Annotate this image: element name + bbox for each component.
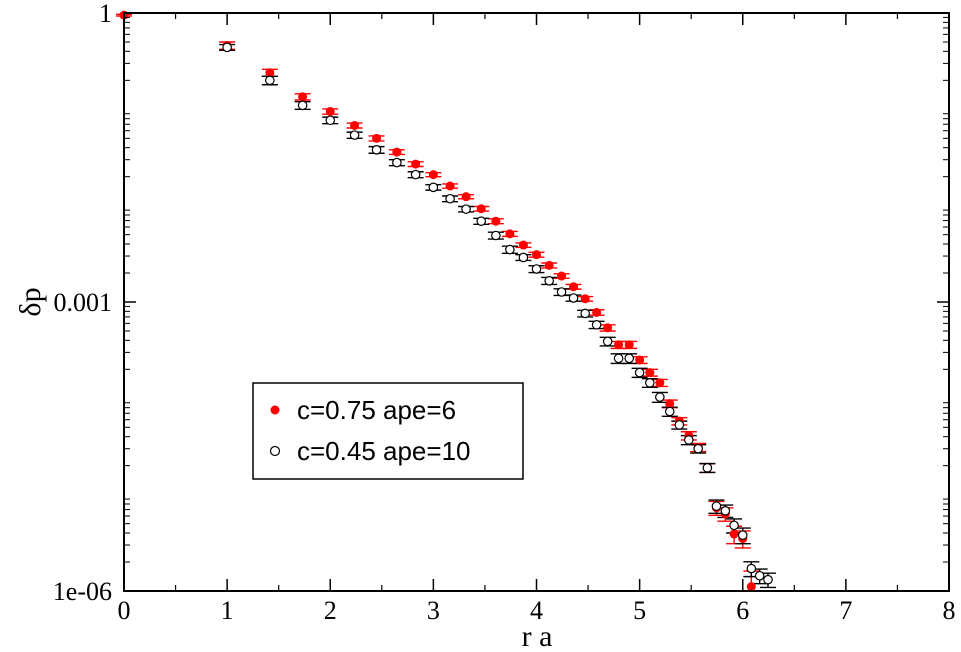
data-point-series-1 xyxy=(613,353,624,364)
data-point-series-1 xyxy=(518,252,529,263)
data-point-series-1 xyxy=(222,42,232,53)
legend: c=0.75 ape=6 c=0.45 ape=10 xyxy=(252,382,524,480)
legend-label-series-0: c=0.75 ape=6 xyxy=(297,395,456,425)
axis-ticks xyxy=(123,12,950,592)
data-point-series-1 xyxy=(580,308,590,319)
y-tick-label: 0.001 xyxy=(54,288,113,317)
data-point-series-0 xyxy=(476,204,486,214)
data-point-series-1 xyxy=(325,115,336,126)
y-tick-label: 1e-06 xyxy=(53,577,112,606)
data-point-series-1 xyxy=(591,319,602,330)
data-point-series-1 xyxy=(445,193,455,204)
x-tick-label: 4 xyxy=(530,596,543,625)
data-point-series-0 xyxy=(746,582,756,592)
data-point-series-0 xyxy=(298,92,308,102)
data-point-series-0 xyxy=(614,340,624,350)
data-points xyxy=(119,10,773,592)
data-point-series-1 xyxy=(602,336,613,347)
data-point-series-0 xyxy=(491,216,501,226)
data-point-series-1 xyxy=(720,506,731,516)
data-point-series-1 xyxy=(410,169,421,180)
data-point-series-0 xyxy=(592,307,602,317)
data-point-series-1 xyxy=(664,406,675,417)
data-point-series-1 xyxy=(655,392,665,402)
data-point-series-0 xyxy=(445,181,455,191)
data-point-series-0 xyxy=(461,192,471,202)
data-point-series-0 xyxy=(580,294,590,304)
data-point-series-1 xyxy=(729,520,739,531)
data-point-series-0 xyxy=(569,282,579,292)
data-point-series-1 xyxy=(684,435,694,445)
data-point-series-1 xyxy=(461,204,471,214)
data-point-series-0 xyxy=(603,323,613,333)
x-tick-label: 5 xyxy=(633,596,646,625)
data-point-series-0 xyxy=(265,68,275,78)
data-point-series-0 xyxy=(428,170,438,180)
x-tick-label: 1 xyxy=(221,596,234,625)
tick-labels: 0 1 2 3 4 5 6 7 8 1e-06 0.001 1 xyxy=(53,0,956,625)
data-point-series-1 xyxy=(265,75,275,86)
data-point-series-1 xyxy=(297,100,308,111)
legend-marker-series-0 xyxy=(270,405,280,415)
data-point-series-1 xyxy=(624,353,635,364)
data-point-series-1 xyxy=(711,501,722,511)
data-point-series-0 xyxy=(645,368,655,378)
data-point-series-1 xyxy=(531,264,542,274)
data-point-series-1 xyxy=(693,443,703,454)
x-tick-label: 0 xyxy=(118,596,131,625)
plot-frame xyxy=(123,12,950,592)
y-axis-title: δp xyxy=(14,287,47,316)
data-point-series-1 xyxy=(702,463,713,473)
x-tick-label: 7 xyxy=(839,596,852,625)
x-tick-label: 6 xyxy=(736,596,749,625)
data-point-series-1 xyxy=(674,420,685,430)
data-point-series-1 xyxy=(634,367,645,378)
data-point-series-1 xyxy=(476,216,487,226)
data-point-series-1 xyxy=(544,275,554,286)
data-point-series-0 xyxy=(518,240,528,250)
data-point-series-0 xyxy=(350,120,360,130)
x-tick-label: 2 xyxy=(324,596,337,625)
data-point-series-0 xyxy=(557,271,567,281)
x-tick-label: 3 xyxy=(427,596,440,625)
legend-box xyxy=(252,382,524,480)
data-point-series-0 xyxy=(532,250,541,260)
data-point-series-1 xyxy=(491,230,501,241)
data-point-series-0 xyxy=(655,378,665,388)
data-point-series-1 xyxy=(754,570,765,581)
data-point-series-1 xyxy=(392,157,402,168)
y-tick-label: 1 xyxy=(99,0,112,28)
legend-marker-series-1 xyxy=(269,445,281,457)
data-point-series-0 xyxy=(372,133,382,143)
data-point-series-1 xyxy=(371,145,382,155)
x-axis-title: r a xyxy=(522,620,553,652)
data-point-series-1 xyxy=(645,377,655,388)
data-point-series-1 xyxy=(505,244,515,255)
data-point-series-1 xyxy=(737,530,748,540)
x-tick-label: 8 xyxy=(943,596,956,625)
data-point-series-1 xyxy=(763,574,773,585)
data-point-series-0 xyxy=(505,229,515,239)
data-point-series-0 xyxy=(624,340,634,350)
data-point-series-0 xyxy=(635,355,645,365)
data-point-series-1 xyxy=(349,130,360,140)
data-point-series-0 xyxy=(544,260,554,270)
data-point-series-1 xyxy=(556,287,567,297)
data-point-series-0 xyxy=(665,399,675,409)
data-point-series-1 xyxy=(568,293,579,303)
data-point-series-0 xyxy=(411,159,421,169)
data-point-series-0 xyxy=(392,147,402,157)
legend-label-series-1: c=0.45 ape=10 xyxy=(297,436,471,466)
data-point-series-1 xyxy=(428,182,439,193)
data-point-series-0 xyxy=(729,529,739,539)
data-point-series-1 xyxy=(746,563,757,574)
error-bars xyxy=(116,13,777,592)
data-point-series-0 xyxy=(325,106,335,116)
